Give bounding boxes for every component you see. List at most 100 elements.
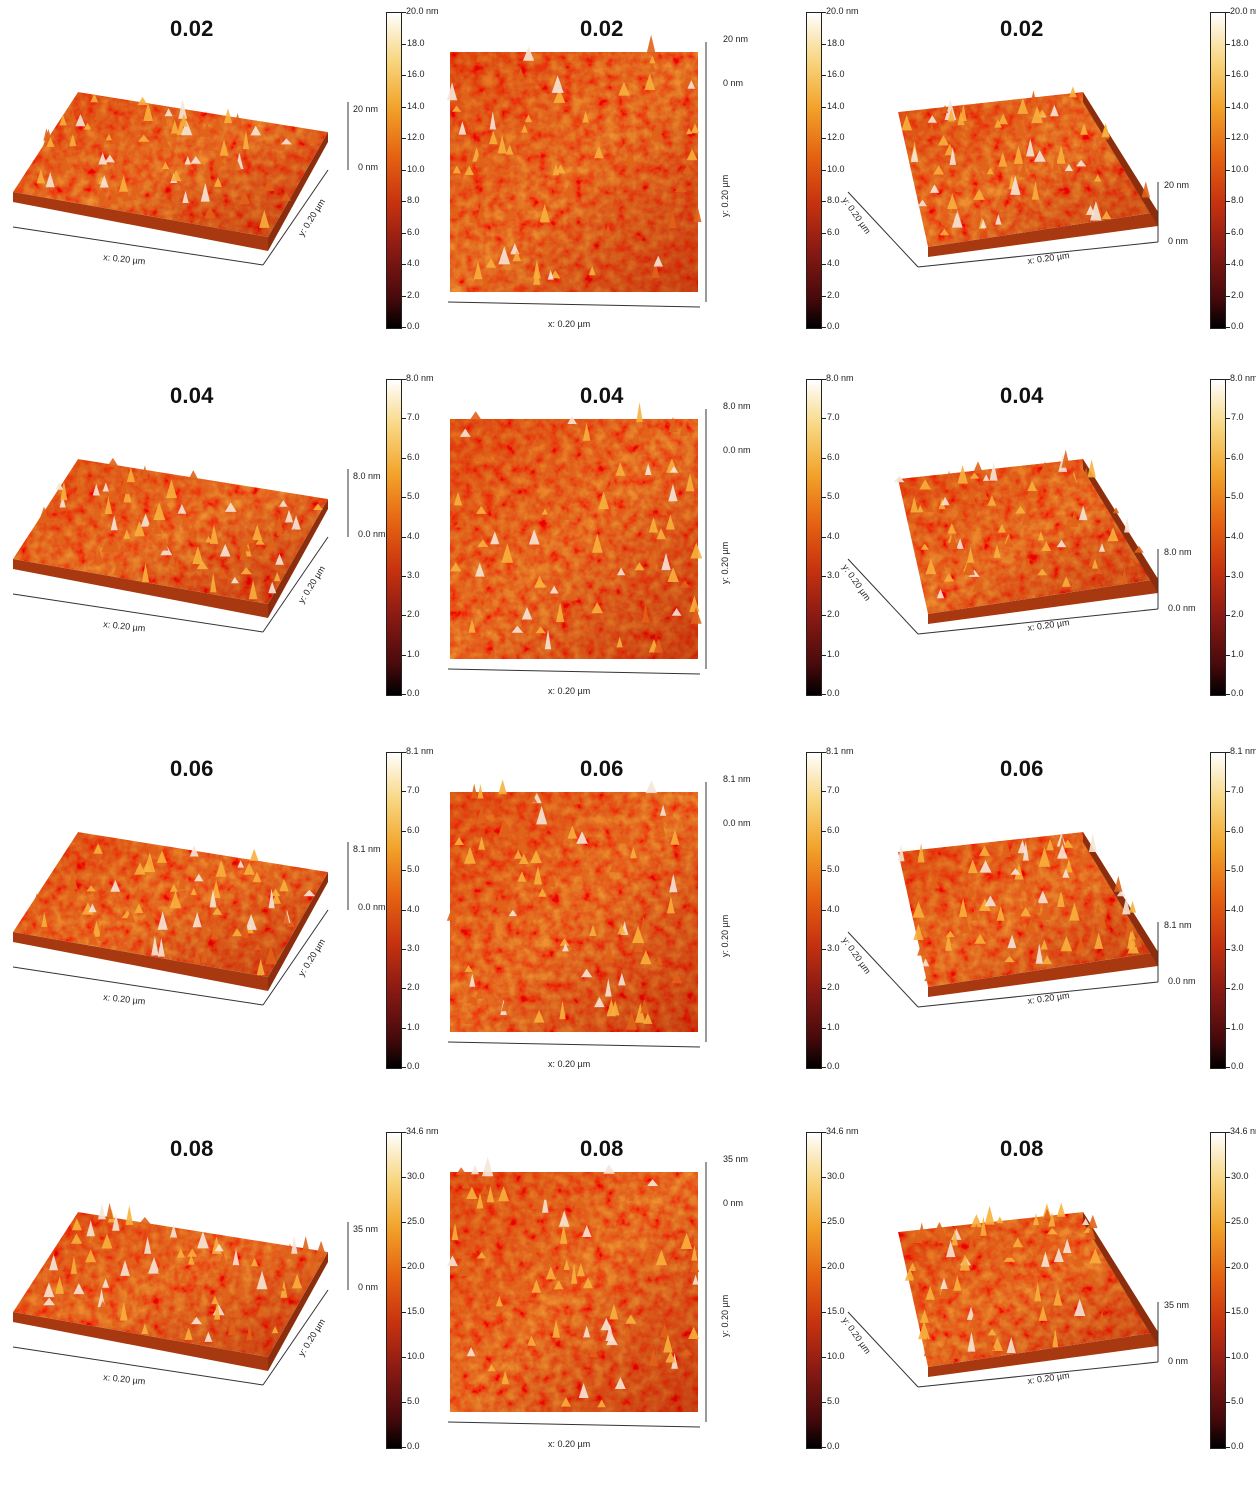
colorbar-tick-label: 30.0 <box>827 1171 845 1181</box>
z-top-label: 35 nm <box>1164 1300 1189 1310</box>
colorbar-tick-label: 7.0 <box>407 412 420 423</box>
surface-peaks <box>893 449 1144 603</box>
colorbar-tick <box>1226 791 1230 793</box>
panel-title: 0.04 <box>170 383 214 408</box>
z-top-label: 8.0 nm <box>353 471 381 481</box>
surface-plot: x: 0.20 µmy: 0.20 µm8.0 nm0.0 nm <box>840 449 1196 635</box>
colorbar-tick-label: 16.0 <box>1231 69 1249 79</box>
colorbar-tick-label: 4.0 <box>1231 258 1244 268</box>
height-colorbar <box>806 1132 822 1449</box>
colorbar-tick-label: 2.0 <box>1231 982 1244 993</box>
surface-side-edge <box>268 872 328 991</box>
colorbar-max-label: 8.1 nm <box>826 746 854 756</box>
z-bottom-label: 0.0 nm <box>723 818 751 828</box>
surface-side-edge <box>1083 1212 1158 1346</box>
colorbar-tick <box>1226 201 1230 202</box>
z-top-label: 20 nm <box>353 104 378 114</box>
colorbar-tick <box>402 1447 406 1448</box>
colorbar-tick-label: 2.0 <box>827 609 840 620</box>
surface-front-edge <box>928 212 1158 257</box>
colorbar-tick <box>1226 1222 1230 1223</box>
panel-title: 0.04 <box>580 383 624 408</box>
colorbar-tick <box>402 1027 406 1029</box>
colorbar-tick <box>402 909 406 911</box>
surface-front-edge <box>13 559 268 618</box>
colorbar-tick-label: 15.0 <box>407 1306 425 1316</box>
colorbar-tick-label: 4.0 <box>1231 530 1244 541</box>
y-axis-label: y: 0.20 µm <box>720 1295 730 1337</box>
panel-r4-c2: 0.08 x: 0.20 µm y: 0.20 µm 35 nm 0 nm 34.6 nm… <box>420 1120 859 1495</box>
colorbar-tick <box>402 615 406 617</box>
y-axis-label: y: 0.20 µm <box>720 915 730 957</box>
surface-plot: x: 0.20 µmy: 0.20 µm8.0 nm0.0 nm <box>12 457 386 633</box>
colorbar-tick <box>1226 1402 1230 1403</box>
colorbar-tick <box>402 988 406 990</box>
colorbar-tick-label: 2.0 <box>1231 609 1244 620</box>
x-axis-label: x: 0.20 µm <box>1027 990 1070 1006</box>
colorbar-tick-label: 5.0 <box>827 864 840 875</box>
colorbar-tick <box>822 1312 826 1313</box>
colorbar-tick <box>1226 948 1230 950</box>
height-colorbar <box>1210 752 1226 1069</box>
y-axis-label: y: 0.20 µm <box>296 937 327 978</box>
colorbar-tick <box>822 43 826 45</box>
colorbar-tick <box>1226 418 1230 420</box>
colorbar-tick-label: 18.0 <box>1231 37 1249 48</box>
colorbar-tick-label: 2.0 <box>407 289 420 300</box>
colorbar-tick <box>1226 264 1230 265</box>
z-bottom-label: 0.0 nm <box>1168 603 1196 613</box>
surface-front-edge <box>928 1332 1158 1377</box>
colorbar-tick <box>402 232 406 234</box>
colorbar-tick <box>402 654 406 656</box>
surface-peaks <box>38 457 323 600</box>
colorbar-max-label: 34.6 nm <box>1230 1126 1256 1136</box>
colorbar-tick-label: 6.0 <box>1231 451 1244 462</box>
colorbar-tick <box>402 791 406 793</box>
colorbar-tick <box>1226 497 1230 499</box>
colorbar-tick <box>822 138 826 139</box>
panel-title: 0.08 <box>170 1136 214 1161</box>
colorbar-tick-label: 2.0 <box>827 982 840 993</box>
colorbar-tick-label: 12.0 <box>827 132 845 142</box>
panel-title: 0.08 <box>1000 1136 1044 1161</box>
height-colorbar <box>806 752 822 1069</box>
colorbar-tick <box>1226 138 1230 139</box>
colorbar-max-label: 8.1 nm <box>406 746 434 756</box>
colorbar-tick-label: 3.0 <box>1231 942 1244 953</box>
panel-title: 0.04 <box>1000 383 1044 408</box>
surface-plot: x: 0.20 µm y: 0.20 µm 8.1 nm 0.0 nm <box>12 832 386 1006</box>
colorbar-tick <box>1226 536 1230 538</box>
colorbar-tick <box>1226 1177 1230 1178</box>
colorbar-tick <box>402 264 406 265</box>
colorbar-tick-label: 0.0 <box>407 688 420 698</box>
surface-peaks <box>450 402 703 657</box>
colorbar-tick <box>402 1177 406 1178</box>
colorbar-tick-label: 25.0 <box>1231 1216 1249 1226</box>
z-bottom-label: 0 nm <box>358 1282 378 1292</box>
colorbar-tick-label: 14.0 <box>827 100 845 111</box>
colorbar-tick-label: 30.0 <box>407 1171 425 1181</box>
colorbar-tick-label: 10.0 <box>407 163 425 174</box>
colorbar-tick-label: 8.0 <box>1231 195 1244 205</box>
height-colorbar <box>1210 12 1226 329</box>
colorbar-tick <box>822 694 826 695</box>
colorbar-tick <box>1226 830 1230 832</box>
colorbar-tick <box>402 948 406 950</box>
colorbar-tick-label: 0.0 <box>407 1441 420 1451</box>
colorbar-tick-label: 2.0 <box>407 609 420 620</box>
surface-topography <box>898 92 1158 247</box>
colorbar-tick <box>822 536 826 538</box>
colorbar-tick-label: 6.0 <box>407 226 420 237</box>
colorbar-tick-label: 20.0 <box>827 1261 845 1271</box>
panel-title: 0.06 <box>580 756 624 781</box>
colorbar-tick <box>822 1067 826 1068</box>
colorbar-tick <box>822 1177 826 1178</box>
colorbar-tick-label: 0.0 <box>1231 1061 1244 1071</box>
z-bottom-label: 0 nm <box>358 162 378 172</box>
colorbar-max-label: 20.0 nm <box>826 6 859 16</box>
z-bottom-label: 0.0 nm <box>1168 976 1196 986</box>
colorbar-tick-label: 12.0 <box>407 132 425 142</box>
